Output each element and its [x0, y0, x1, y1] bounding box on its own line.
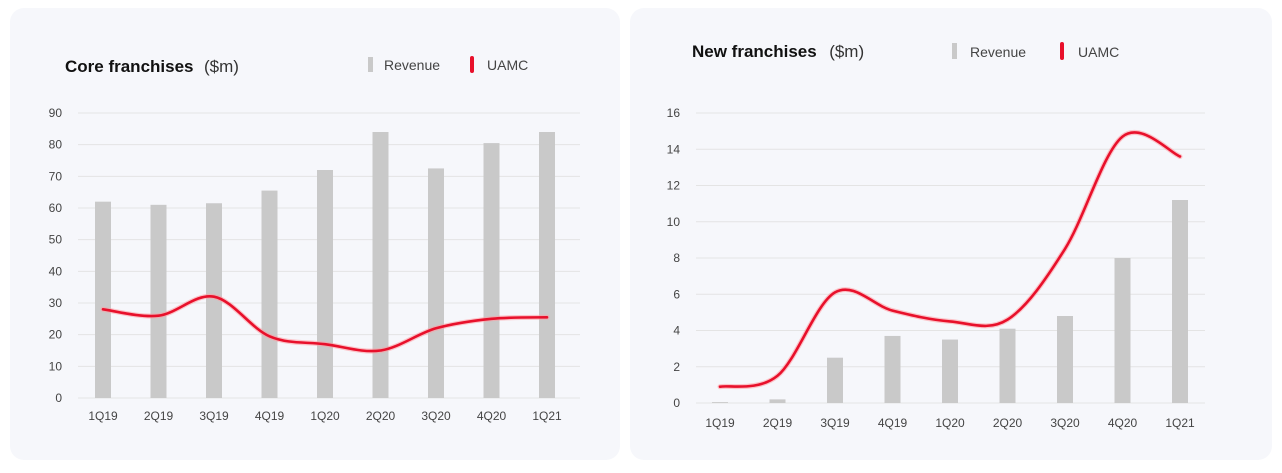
core-uamc-line [101, 295, 549, 353]
core-chart-title: Core franchises ($m) [65, 57, 239, 76]
new-x-tick-3q20: 3Q20 [1050, 416, 1080, 430]
new-x-tick-1q21: 1Q21 [1165, 416, 1195, 430]
new-revenue-bar-2q19 [769, 399, 786, 403]
new-revenue-bar-1q19 [712, 402, 728, 403]
new-revenue-bar-3q19 [827, 357, 843, 403]
core-revenue-bar-3q19 [206, 203, 222, 398]
core-revenue-bar-1q19 [95, 201, 111, 398]
new-plot-area: 0 2 4 6 8 10 12 14 16 1Q19 2Q19 3Q19 4Q19 1Q20 2Q20 3Q2… [667, 106, 1205, 430]
new-revenue-bar-1q21 [1172, 200, 1188, 403]
core-y-tick-50: 50 [49, 233, 63, 247]
new-x-tick-4q19: 4Q19 [878, 416, 908, 430]
new-revenue-bar-4q19 [884, 335, 901, 403]
new-title-unit: ($m) [829, 42, 864, 61]
core-revenue-bar-1q20 [317, 170, 333, 398]
core-plot-area: 0 10 20 30 40 50 60 70 80 90 1Q19 2Q19 3Q19 4Q19 1Q20 2… [49, 106, 580, 423]
new-y-tick-16: 16 [667, 106, 681, 120]
core-legend-revenue-label: Revenue [384, 57, 440, 73]
core-revenue-bar-2q19 [150, 204, 167, 398]
new-panel-background [630, 8, 1272, 460]
core-legend: Revenue UAMC [368, 56, 528, 73]
new-x-tick-3q19: 3Q19 [820, 416, 850, 430]
core-revenue-bar-2q20 [372, 132, 389, 398]
new-y-tick-12: 12 [667, 179, 681, 193]
core-x-tick-1q20: 1Q20 [310, 409, 340, 423]
new-y-tick-2: 2 [673, 360, 680, 374]
new-legend-uamc-label: UAMC [1078, 44, 1119, 60]
core-x-tick-2q19: 2Q19 [144, 409, 174, 423]
new-x-tick-4q20: 4Q20 [1108, 416, 1138, 430]
core-y-tick-30: 30 [49, 296, 63, 310]
new-x-tick-1q20: 1Q20 [935, 416, 965, 430]
core-revenue-bar-4q20 [483, 143, 500, 398]
new-legend-revenue-label: Revenue [970, 44, 1026, 60]
core-y-tick-90: 90 [49, 106, 63, 120]
new-y-tick-10: 10 [667, 215, 681, 229]
core-x-tick-4q19: 4Q19 [255, 409, 285, 423]
new-revenue-bar-3q20 [1057, 316, 1073, 403]
core-title-unit: ($m) [204, 57, 239, 76]
core-x-tick-1q21: 1Q21 [532, 409, 562, 423]
core-x-tick-2q20: 2Q20 [366, 409, 396, 423]
core-title-text: Core franchises [65, 57, 194, 76]
core-y-tick-10: 10 [49, 359, 63, 373]
new-x-tick-1q19: 1Q19 [705, 416, 735, 430]
new-x-tick-2q20: 2Q20 [993, 416, 1023, 430]
core-legend-revenue-swatch [368, 57, 373, 72]
core-x-tick-1q19: 1Q19 [88, 409, 118, 423]
new-revenue-bar-2q20 [999, 328, 1016, 403]
new-title-text: New franchises [692, 42, 817, 61]
core-y-tick-40: 40 [49, 264, 63, 278]
new-revenue-bar-4q20 [1114, 258, 1131, 403]
new-uamc-line [718, 131, 1182, 388]
new-y-tick-14: 14 [667, 142, 681, 156]
new-chart-title: New franchises ($m) [692, 42, 864, 61]
core-x-tick-3q19: 3Q19 [199, 409, 229, 423]
new-legend: Revenue UAMC [952, 42, 1119, 60]
new-x-tick-2q19: 2Q19 [763, 416, 793, 430]
core-revenue-bar-4q19 [261, 190, 278, 398]
core-y-tick-0: 0 [55, 391, 62, 405]
core-x-tick-4q20: 4Q20 [477, 409, 507, 423]
core-y-tick-70: 70 [49, 169, 63, 183]
new-legend-revenue-swatch [952, 43, 957, 59]
new-y-tick-4: 4 [673, 324, 680, 338]
new-legend-uamc-swatch [1060, 42, 1064, 60]
core-y-tick-80: 80 [49, 138, 63, 152]
new-revenue-bar-1q20 [942, 339, 958, 403]
core-revenue-bar-1q21 [539, 132, 555, 398]
new-y-tick-8: 8 [673, 251, 680, 265]
core-legend-uamc-swatch [470, 56, 474, 73]
core-y-tick-20: 20 [49, 328, 63, 342]
new-y-tick-6: 6 [673, 287, 680, 301]
core-legend-uamc-label: UAMC [487, 57, 528, 73]
new-y-tick-0: 0 [673, 396, 680, 410]
core-x-tick-3q20: 3Q20 [421, 409, 451, 423]
core-y-tick-60: 60 [49, 201, 63, 215]
core-revenue-bar-3q20 [428, 168, 444, 398]
